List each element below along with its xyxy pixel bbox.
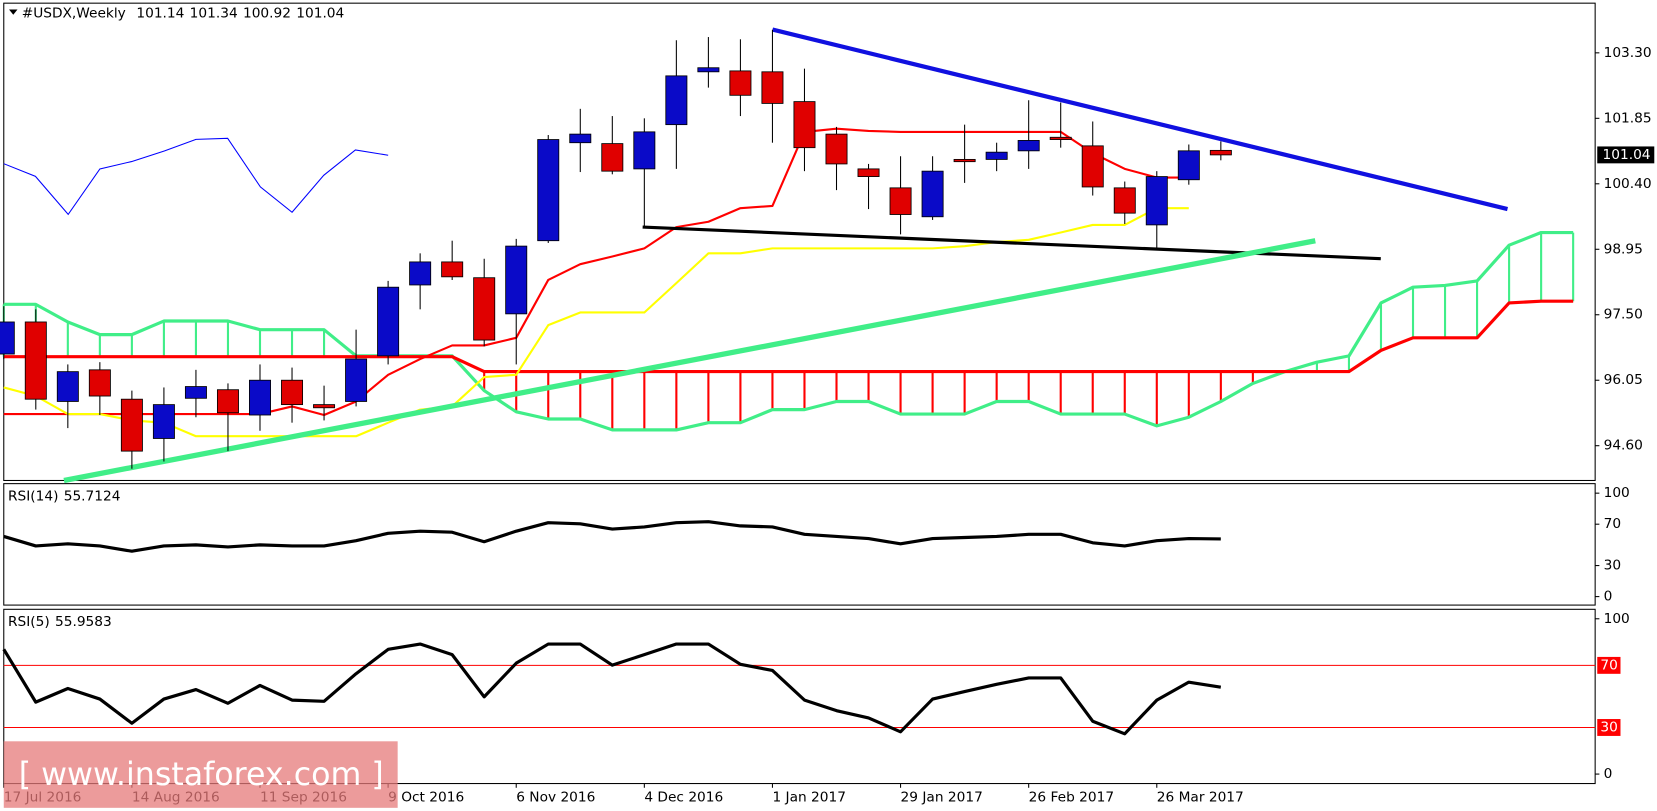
candle-body — [24, 321, 47, 400]
candle-body — [409, 261, 432, 286]
x-tick-label: 1 Jan 2017 — [772, 789, 846, 805]
x-tick-label: 26 Mar 2017 — [1157, 789, 1244, 805]
cloud-span — [3, 230, 1574, 432]
candle-body — [216, 389, 239, 414]
y-tick-label: 94.60 — [1604, 438, 1643, 454]
x-tick-label: 4 Dec 2016 — [644, 789, 723, 805]
value: 55.7124 — [64, 488, 121, 504]
open: 101.14 — [136, 6, 184, 22]
candle-body — [281, 379, 304, 406]
rsi5-label: RSI(5) 55.9583 — [8, 614, 112, 630]
indicator-line — [3, 127, 1189, 417]
rsi14-panel — [3, 483, 1596, 606]
candle-body — [761, 71, 784, 104]
title: RSI(14) — [8, 488, 58, 504]
candle-body — [1209, 149, 1232, 156]
x-tick-label: 9 Oct 2016 — [388, 789, 464, 805]
candle-body — [0, 321, 15, 355]
candle-body — [889, 187, 912, 215]
candle-body — [56, 371, 79, 402]
candle-body — [857, 168, 880, 177]
candle-body — [601, 143, 624, 172]
candle-body — [152, 404, 175, 439]
candle-body — [1049, 136, 1072, 140]
y-tick-label: 100.40 — [1604, 176, 1652, 192]
y-tick-label: 96.05 — [1604, 372, 1643, 388]
close: 101.04 — [296, 6, 344, 22]
candle-body — [1145, 176, 1168, 226]
price-box — [1597, 146, 1655, 164]
main-panel — [3, 2, 1596, 482]
level-label: 70 — [1600, 657, 1617, 673]
x-tick-label: 29 Jan 2017 — [901, 789, 983, 805]
x-tick-label: 6 Nov 2016 — [516, 789, 595, 805]
watermark-box — [3, 741, 398, 808]
support-trendline — [63, 238, 1316, 484]
candle-body — [953, 158, 976, 163]
candle-body — [793, 101, 816, 149]
y-tick-label: 100 — [1604, 611, 1630, 627]
rsi-line — [3, 520, 1221, 553]
level-box — [1597, 719, 1621, 736]
resistance-trendline — [772, 27, 1509, 212]
candle-body — [633, 131, 656, 170]
indicator-line — [3, 137, 389, 216]
high: 101.34 — [190, 6, 238, 22]
candle-body — [120, 398, 143, 452]
level-label: 30 — [1600, 719, 1617, 735]
y-tick-label: 98.95 — [1604, 241, 1643, 257]
title: RSI(5) — [8, 614, 50, 630]
watermark: [ www.instaforex.com ] — [19, 757, 384, 793]
candle-body — [184, 386, 207, 399]
candle-body — [1081, 145, 1104, 188]
candle-body — [377, 286, 400, 357]
price-label: 101.04 — [1603, 147, 1651, 163]
cloud-span — [3, 299, 1574, 374]
candle-body — [921, 170, 944, 218]
candle-body — [1177, 150, 1200, 181]
overlay: 101.04 — [0, 29, 1655, 469]
candle-body — [505, 245, 528, 315]
header: #USDX,Weekly 101.14 101.34 100.92 101.04 — [22, 6, 345, 22]
candle-body — [345, 358, 368, 402]
candle-body — [1017, 140, 1040, 152]
value: 55.9583 — [55, 614, 112, 630]
rsi-line — [2, 642, 1222, 736]
candle-body — [985, 151, 1008, 160]
x-tick-label: 26 Feb 2017 — [1029, 789, 1114, 805]
y-tick-label: 0 — [1604, 766, 1613, 782]
y-tick-label: 97.50 — [1604, 307, 1643, 323]
candle-body — [88, 369, 111, 397]
candle-body — [569, 133, 592, 144]
candle-body — [1113, 187, 1136, 214]
candle-body — [249, 379, 271, 416]
y-tick-label: 103.30 — [1604, 45, 1652, 61]
candle-body — [537, 139, 560, 242]
candle-body — [697, 67, 720, 73]
low: 100.92 — [243, 6, 291, 22]
candle-body — [665, 75, 688, 126]
candle-body — [441, 261, 464, 278]
menu-arrow — [9, 9, 18, 15]
y-tick-label: 70 — [1604, 516, 1621, 532]
title: #USDX,Weekly — [22, 6, 126, 22]
rsi5-panel — [3, 608, 1596, 785]
candle-body — [729, 70, 752, 96]
candle-body — [313, 404, 336, 409]
rsi14-label: RSI(14) 55.7124 — [8, 488, 120, 504]
y-tick-label: 101.85 — [1604, 110, 1652, 126]
y-tick-label: 100 — [1604, 485, 1630, 501]
candle-body — [825, 133, 848, 165]
y-tick-label: 30 — [1604, 558, 1621, 574]
y-tick-label: 0 — [1604, 589, 1613, 605]
candle-body — [473, 277, 496, 341]
level-box — [1597, 656, 1621, 674]
